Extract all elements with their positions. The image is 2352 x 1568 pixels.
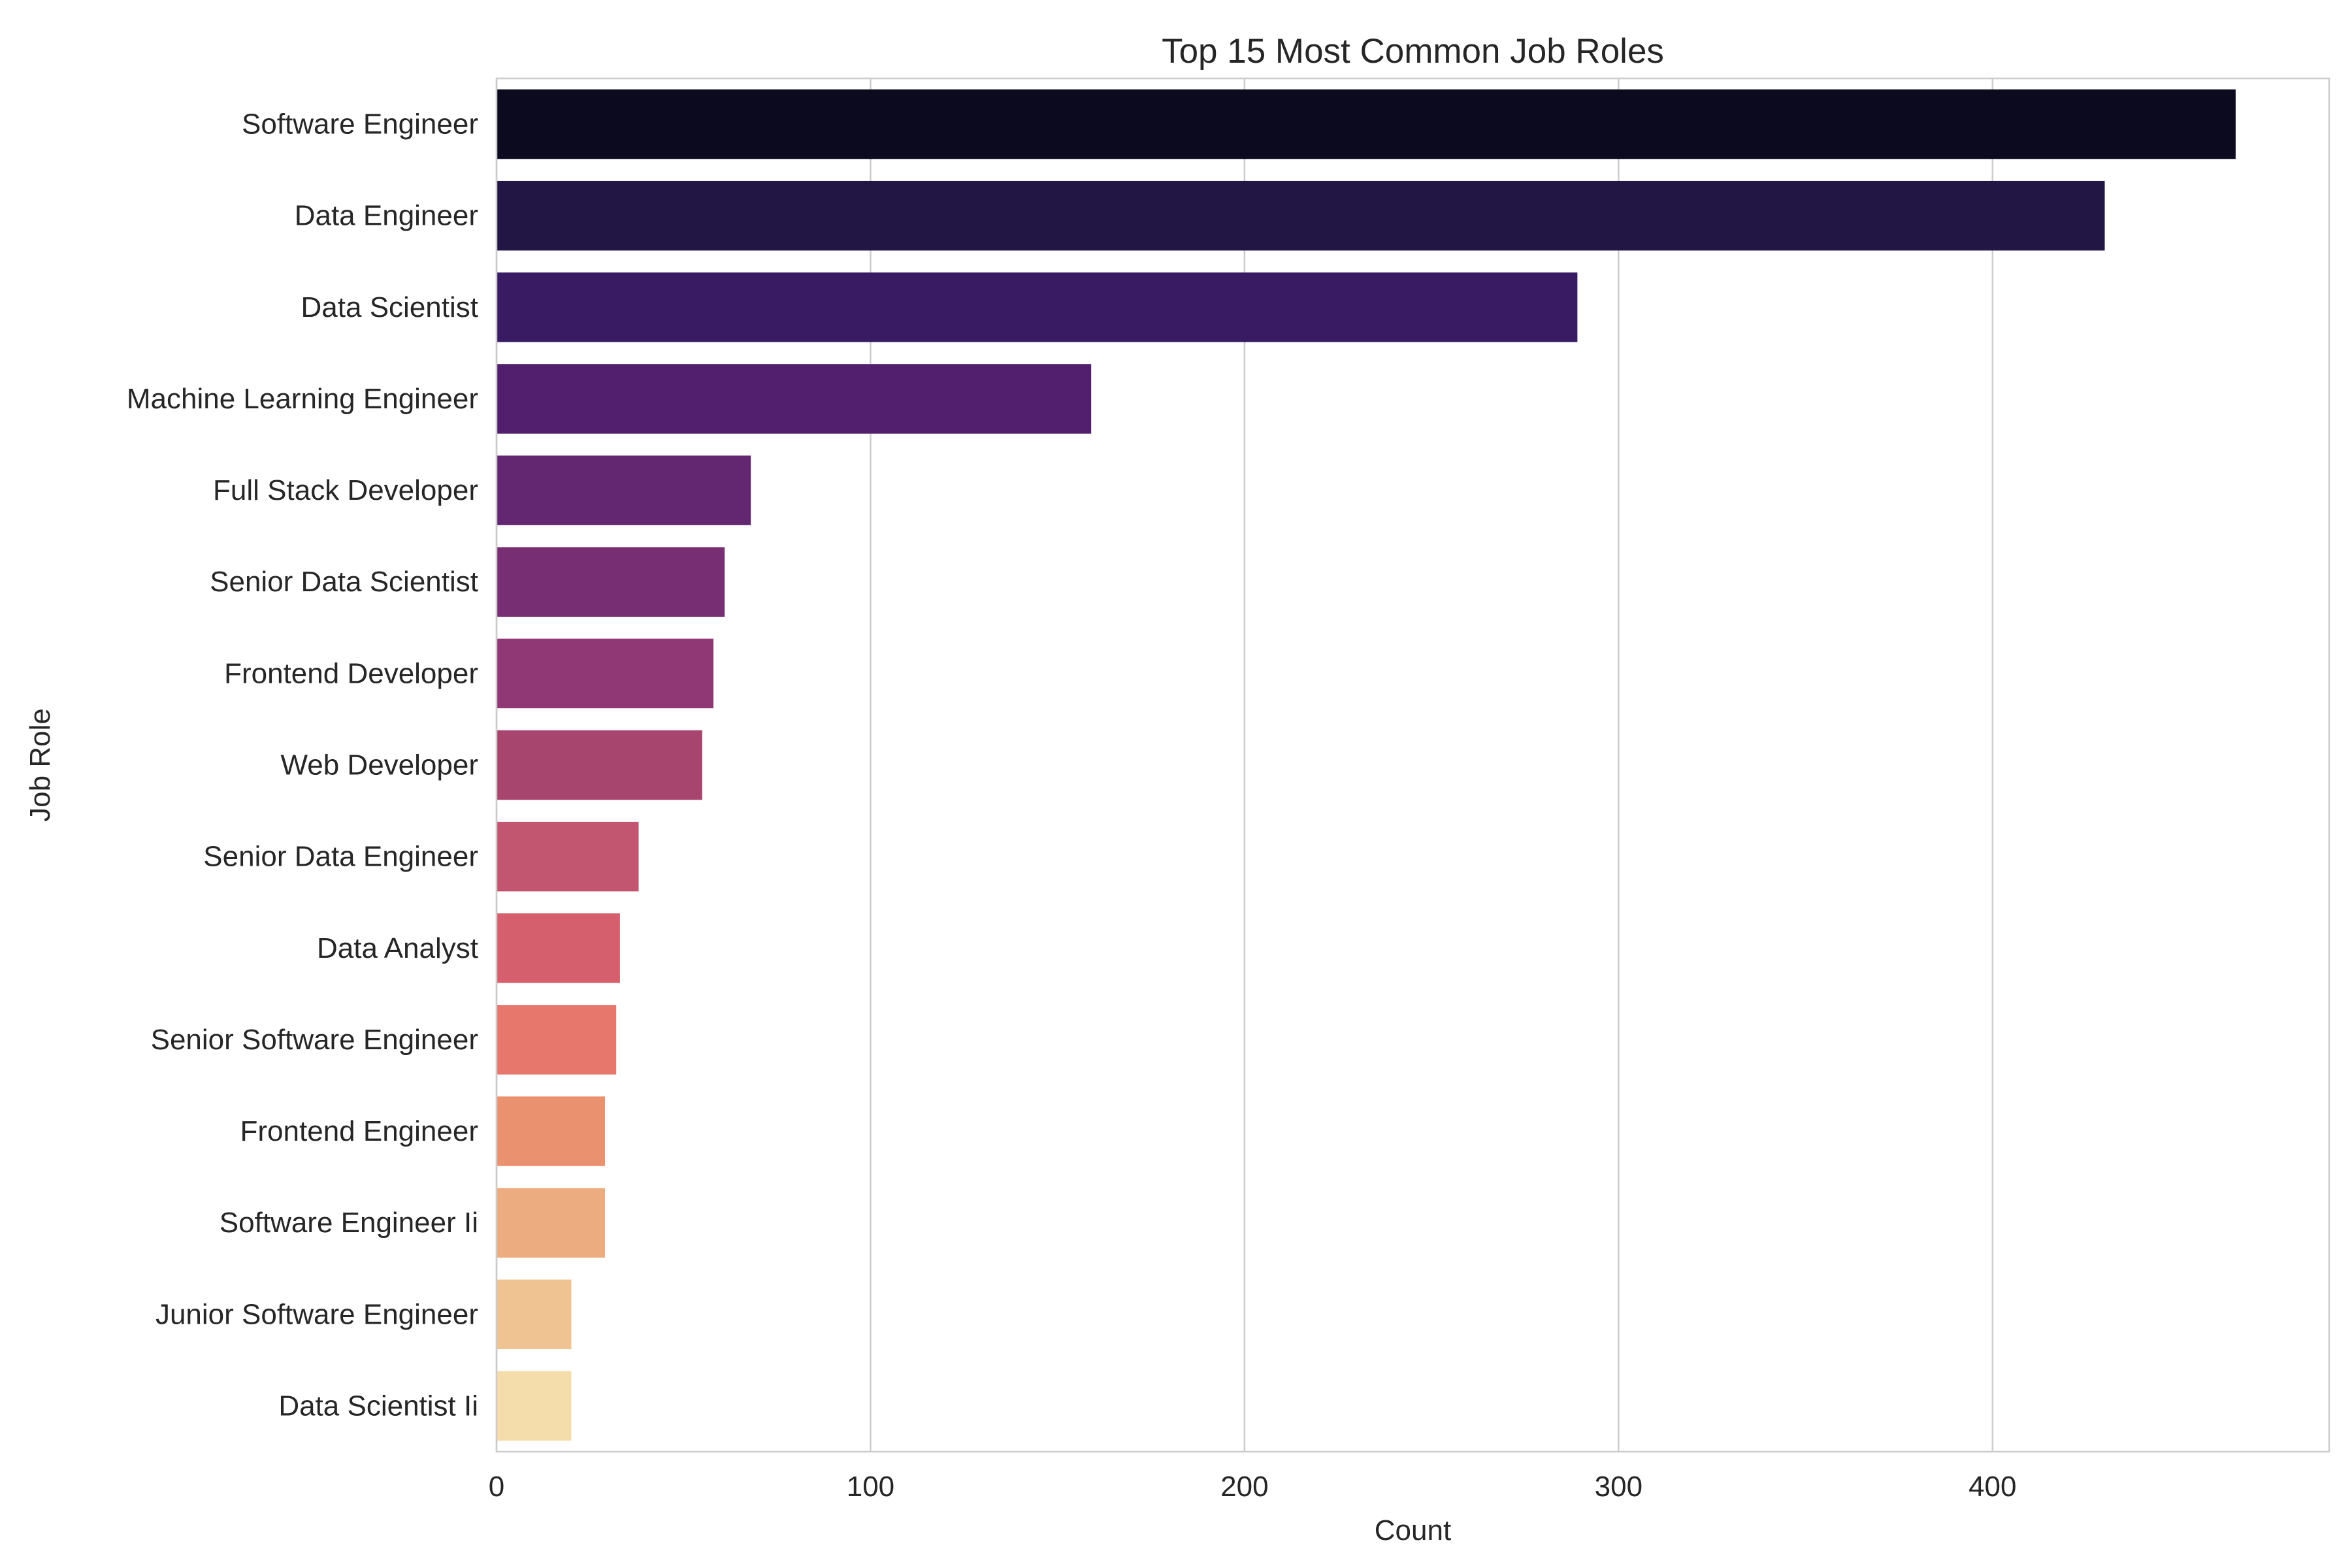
x-axis-title: Count [1375,1514,1451,1546]
chart-title: Top 15 Most Common Job Roles [1162,32,1664,71]
y-tick-label: Software Engineer [242,108,478,140]
bar [497,1005,617,1075]
bar [497,89,2236,159]
y-tick-label: Software Engineer Ii [220,1207,478,1239]
bar [497,1096,606,1166]
y-tick-label: Data Analyst [317,932,478,964]
y-axis-title: Job Role [24,708,56,822]
y-tick-label: Frontend Developer [224,657,478,689]
y-tick-label: Data Engineer [295,200,478,232]
x-tick-label: 400 [1968,1471,2016,1503]
y-tick-labels: Software Engineer Data Engineer Data Scien… [127,108,478,1422]
bar [497,1371,572,1441]
bar [497,364,1092,434]
y-tick-label: Senior Data Engineer [203,841,478,873]
x-tick-label: 300 [1595,1471,1642,1503]
bar [497,272,1578,342]
y-tick-label: Junior Software Engineer [155,1298,478,1330]
y-tick-label: Senior Software Engineer [151,1024,478,1056]
bar [497,1188,606,1258]
x-tick-label: 200 [1220,1471,1268,1503]
y-tick-label: Frontend Engineer [240,1115,478,1147]
y-tick-label: Senior Data Scientist [210,566,478,598]
x-tick-label: 100 [847,1471,894,1503]
bar [497,455,751,525]
x-tick-labels: 0 100 200 300 400 [489,1471,2017,1503]
y-tick-label: Machine Learning Engineer [127,383,478,415]
bar [497,180,2105,251]
bar [497,913,620,983]
bar [497,821,639,892]
y-tick-label: Full Stack Developer [213,474,478,506]
y-tick-label: Data Scientist [301,291,478,323]
bar [497,547,725,617]
bars [497,89,2236,1441]
plot-frame [495,77,2330,1453]
y-tick-label: Data Scientist Ii [278,1390,478,1422]
y-tick-label: Web Developer [281,749,478,781]
bar [497,638,714,709]
bar [497,730,702,800]
x-tick-label: 0 [489,1471,504,1503]
bar [497,1279,572,1350]
